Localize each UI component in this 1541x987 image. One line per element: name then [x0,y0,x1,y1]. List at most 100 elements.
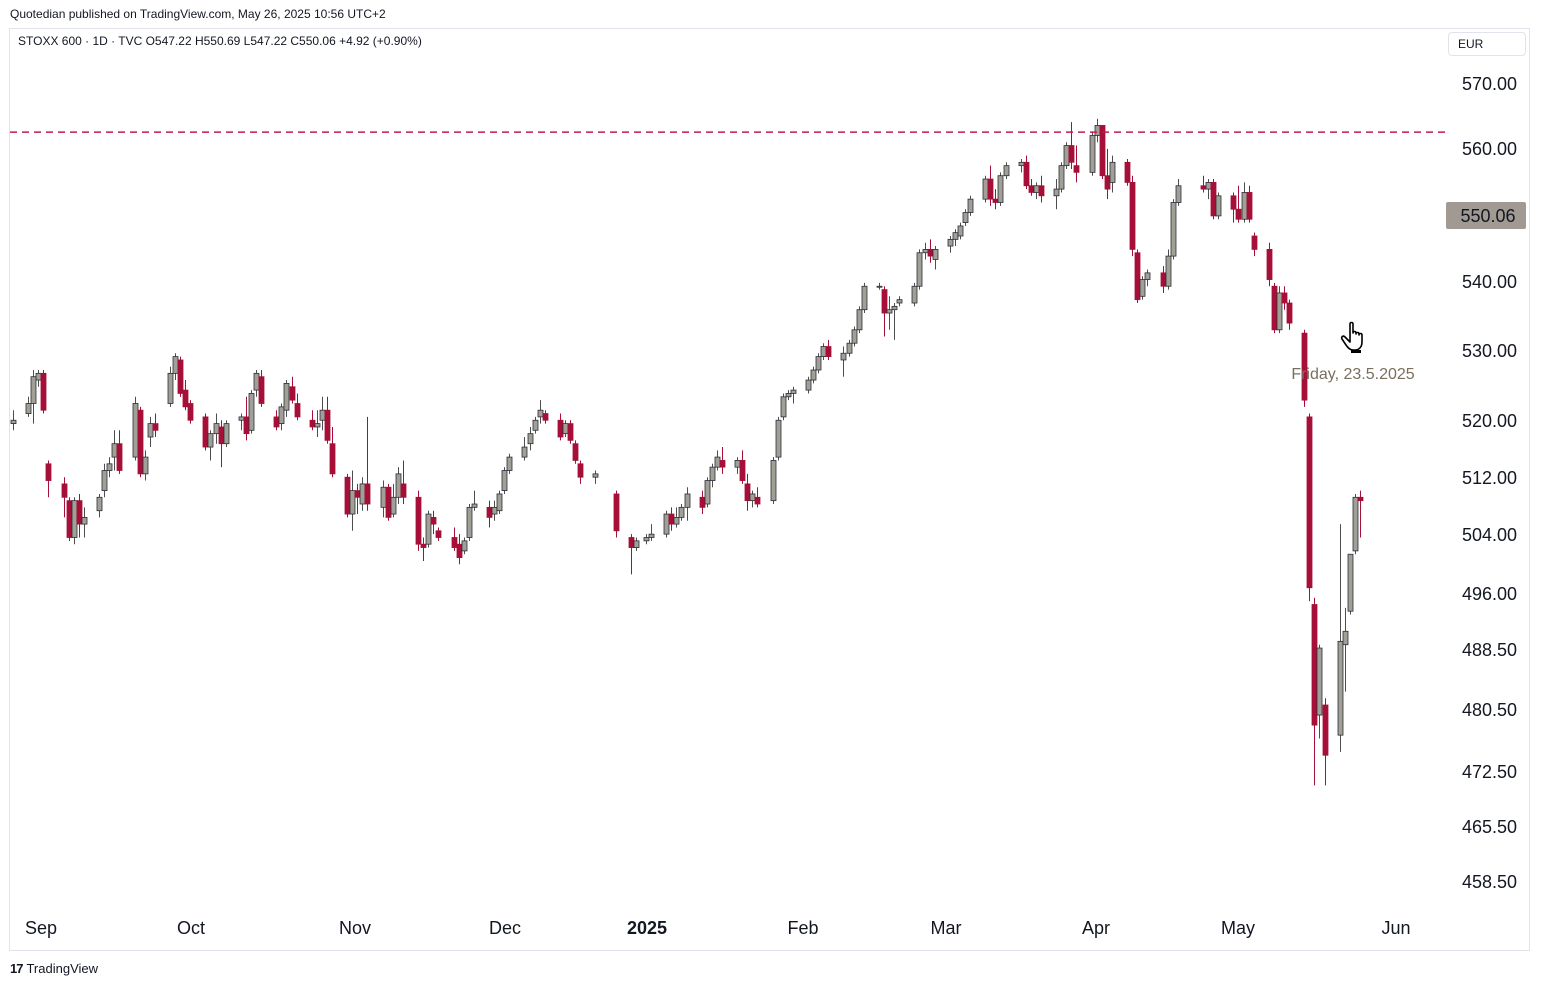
candle [922,242,929,260]
candle-body [775,419,782,458]
candle-body [987,178,994,200]
candle-body [294,403,301,418]
candle-body [1241,192,1248,220]
candle-body [840,352,847,361]
candle-body [1316,647,1323,716]
candle-body [1210,182,1217,217]
candle [916,249,923,290]
last-price-label: 550.06 [1460,206,1515,226]
candle-body [1089,135,1096,173]
candle [132,396,139,461]
candle [1337,524,1344,752]
candle-body [400,483,407,498]
candle-body [851,329,858,344]
candle [213,413,220,444]
candle [932,246,939,270]
candle-body [927,249,934,257]
candle-body [678,506,685,518]
candle [668,507,675,531]
candle [527,426,534,451]
candle-body [527,433,534,445]
candle [35,370,42,387]
candle-body [992,198,999,203]
time-tick-label: Feb [787,918,818,938]
candle [1322,698,1329,786]
time-tick-label: 2025 [627,918,667,938]
candle [238,413,245,431]
currency-selector[interactable]: EUR [1448,32,1526,56]
candle [218,420,225,468]
candle [152,413,159,438]
price-tick-label: 560.00 [1462,139,1517,159]
candle-body [1028,185,1035,193]
candle-body [137,409,144,475]
candle [1094,118,1101,143]
candle [182,380,189,411]
candle [1271,282,1278,334]
candle [896,296,903,307]
candle-body [790,389,797,394]
candle-body [213,423,220,435]
candle [1306,413,1313,602]
candle-body [187,403,194,421]
candle-body [861,285,868,311]
candle [770,457,777,505]
candle [96,493,103,518]
candle [967,195,974,216]
candle-body [359,483,366,505]
candle [76,493,83,538]
candle-body [248,393,255,431]
candle-body [258,376,265,404]
candle [861,282,868,314]
candle-body [466,506,473,538]
candle-body [1271,285,1278,331]
candle [557,413,564,441]
candle-body [10,419,17,425]
candle [1028,179,1035,196]
candle [567,420,574,444]
candle [461,537,468,555]
candle-body [289,386,296,401]
candle-body [734,460,741,468]
symbol-legend[interactable]: STOXX 600 · 1D · TVC O547.22 H550.69 L54… [18,34,422,48]
candle [344,473,351,518]
candle [911,282,918,307]
candle [278,403,285,431]
candle-body [319,409,326,421]
candle-body [25,403,32,414]
price-tick-label: 570.00 [1462,74,1517,94]
candle [1210,179,1217,220]
candle [820,343,827,360]
candle [572,440,579,464]
candle [648,524,655,541]
tradingview-brand[interactable]: 17 TradingView [10,961,98,976]
candle-body [172,356,179,374]
candle-body [1003,165,1010,177]
candle-body [309,419,316,428]
candle-body [1347,553,1354,612]
candle [248,390,255,434]
candle-body [147,423,154,438]
candle [1246,185,1253,223]
candle-body [501,470,508,492]
candle-body [1099,125,1106,177]
candle [25,396,32,417]
candle-body [820,346,827,358]
candle [324,396,331,444]
candle-body [922,249,929,254]
candle-body [1352,496,1359,552]
candle-body [96,496,103,512]
candle [1342,607,1349,692]
candle [876,282,883,290]
candle [846,339,853,357]
candle [349,470,356,531]
candle-body [435,530,442,538]
candle-body [1058,165,1065,190]
candle-body [425,513,432,545]
candle [359,477,366,511]
candle [167,366,174,407]
time-tick-label: Mar [931,918,962,938]
candle-body [111,443,118,458]
candle [111,430,118,471]
